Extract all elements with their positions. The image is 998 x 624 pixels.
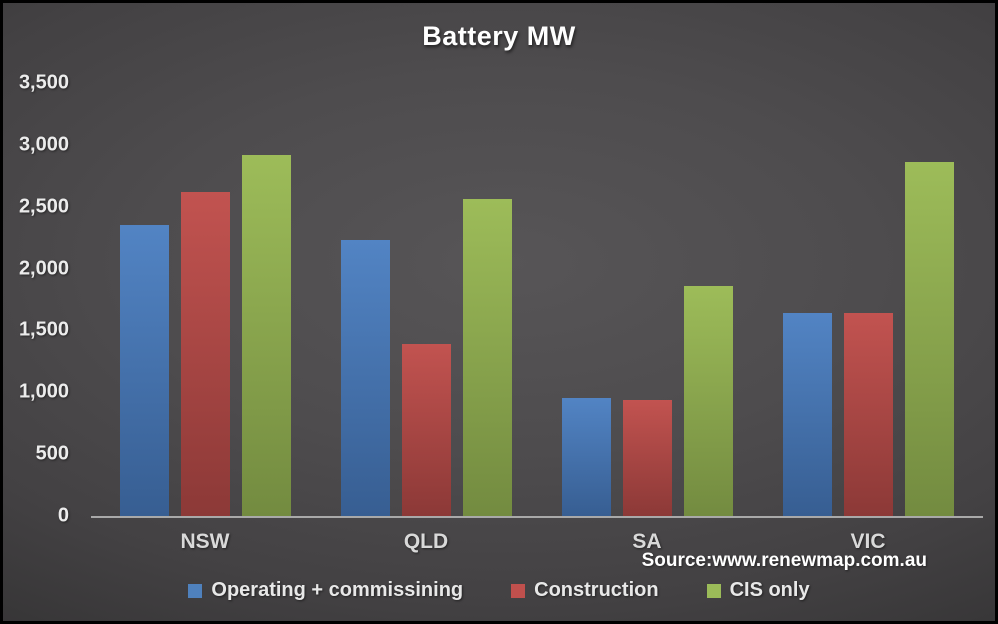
y-tick-label: 2,500	[18, 195, 69, 218]
bar-sa-series-1	[622, 399, 672, 516]
bar-vic-series-2	[904, 162, 954, 516]
x-category-label-sa: SA	[632, 530, 662, 553]
source-caption: Source:www.renewmap.com.au	[641, 550, 927, 571]
legend-label: Construction	[534, 579, 659, 601]
x-category-label-vic: VIC	[850, 530, 886, 553]
bar-nsw-series-0	[119, 225, 169, 516]
legend-label: Operating + commissining	[211, 579, 464, 601]
bar-qld-series-1	[401, 344, 451, 516]
x-category-label-nsw: NSW	[180, 530, 230, 553]
y-tick-label: 2,000	[18, 257, 69, 280]
legend-swatch-icon	[188, 583, 203, 598]
legend: Operating + commissining Construction CIS …	[3, 579, 995, 602]
chart-title: Battery MW	[422, 21, 576, 51]
legend-swatch-icon	[511, 583, 526, 598]
y-tick-label: 1,500	[18, 318, 69, 341]
bar-vic-series-1	[843, 313, 893, 516]
bar-qld-series-0	[340, 240, 390, 516]
y-tick-label: 3,500	[18, 71, 69, 94]
legend-label: CIS only	[729, 579, 810, 601]
bar-nsw-series-1	[180, 191, 230, 516]
y-tick-label: 1,000	[18, 380, 69, 403]
bar-sa-series-0	[561, 398, 611, 516]
y-tick-label: 0	[57, 504, 69, 527]
bar-vic-series-0	[782, 313, 832, 516]
bar-nsw-series-2	[241, 154, 291, 516]
bar-sa-series-2	[683, 285, 733, 516]
legend-item: Operating + commissining	[188, 579, 463, 602]
y-tick-label: 3,000	[18, 133, 69, 156]
bar-qld-series-2	[462, 199, 512, 516]
legend-item: Construction	[511, 579, 659, 602]
legend-item: CIS only	[706, 579, 810, 602]
legend-swatch-icon	[706, 583, 721, 598]
y-tick-label: 500	[35, 442, 69, 465]
x-category-label-qld: QLD	[403, 530, 449, 553]
x-axis-line	[91, 516, 983, 518]
